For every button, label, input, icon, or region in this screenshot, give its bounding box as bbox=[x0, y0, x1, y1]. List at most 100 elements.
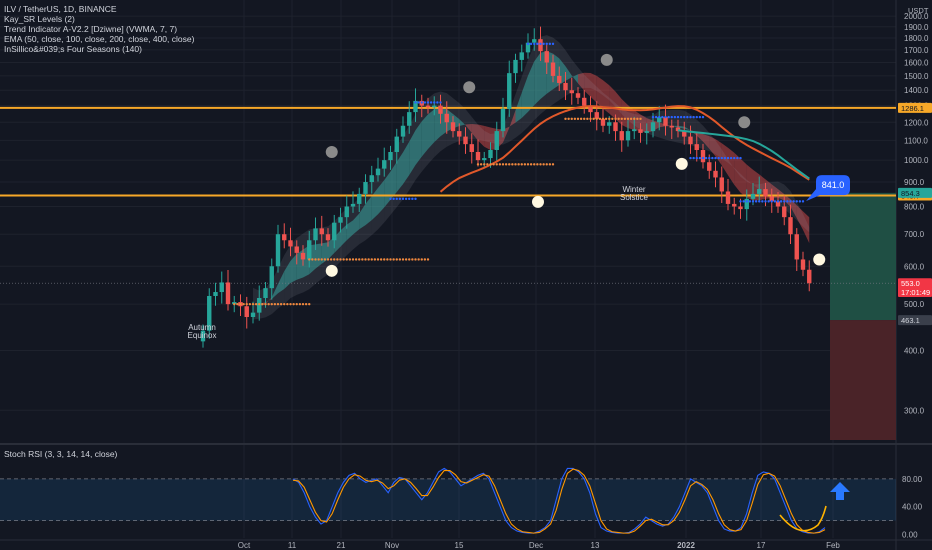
season-dot bbox=[639, 117, 642, 121]
ema-line bbox=[439, 105, 810, 193]
indicator-label[interactable]: Kay_SR Levels (2) bbox=[4, 14, 75, 24]
season-dot bbox=[361, 258, 364, 261]
ribbon-segment bbox=[403, 141, 410, 185]
season-dot bbox=[289, 302, 292, 306]
season-dot bbox=[570, 117, 573, 121]
ribbon-segment bbox=[509, 110, 516, 128]
time-axis[interactable]: Oct 11 21 Nov 15 Dec 13 2022 17 Feb bbox=[238, 541, 841, 550]
indicator-label[interactable]: EMA (50, close, 100, close, 200, close, … bbox=[4, 34, 195, 44]
season-dot bbox=[392, 197, 395, 201]
full-moon-icon bbox=[325, 264, 338, 277]
price-tick-label: 1800.0 bbox=[904, 34, 929, 43]
ribbon-segment bbox=[528, 61, 535, 112]
ribbon-segment bbox=[390, 161, 397, 200]
price-tick-label: 1600.0 bbox=[904, 58, 929, 67]
season-dot bbox=[620, 117, 623, 121]
season-dot bbox=[517, 163, 520, 166]
season-dot bbox=[386, 258, 389, 261]
rsi-tick-label: 80.00 bbox=[902, 475, 923, 484]
season-dot bbox=[676, 115, 680, 119]
season-dot bbox=[501, 163, 505, 166]
season-dot bbox=[476, 163, 480, 166]
season-dot bbox=[398, 197, 402, 201]
season-dot bbox=[748, 200, 752, 203]
candle-body bbox=[663, 117, 668, 126]
candle-body bbox=[732, 203, 737, 207]
season-dot bbox=[492, 163, 495, 166]
season-label: Solstice bbox=[620, 193, 649, 202]
ribbon-segment bbox=[365, 195, 372, 226]
season-dot bbox=[389, 258, 392, 261]
season-dot bbox=[573, 117, 577, 121]
time-tick-label: Oct bbox=[238, 541, 251, 550]
symbol-title[interactable]: ILV / TetherUS, 1D, BINANCE bbox=[4, 4, 117, 14]
indicator-label[interactable]: InSillico&#039;s Four Seasons (140) bbox=[4, 44, 142, 54]
ribbon-halo bbox=[803, 213, 810, 233]
ribbon-halo bbox=[596, 86, 603, 96]
candle-body bbox=[794, 234, 799, 260]
season-dot bbox=[567, 117, 570, 121]
candle-body bbox=[225, 282, 231, 305]
season-dot bbox=[564, 117, 567, 121]
candle-body bbox=[632, 129, 637, 132]
ribbon-halo bbox=[465, 109, 472, 140]
ema-lines bbox=[439, 105, 810, 193]
ribbon-halo bbox=[571, 59, 578, 93]
ribbon-segment bbox=[796, 205, 803, 230]
season-dot bbox=[514, 163, 517, 166]
candle-body bbox=[688, 136, 693, 145]
ribbon-segment bbox=[578, 72, 585, 91]
ribbon-segment bbox=[459, 119, 466, 127]
season-dot bbox=[317, 258, 320, 261]
candle-body bbox=[507, 73, 512, 109]
rsi-title[interactable]: Stoch RSI (3, 3, 14, 14, close) bbox=[4, 449, 118, 459]
ribbon-halo bbox=[278, 255, 285, 309]
season-dot bbox=[504, 163, 508, 166]
candle-body bbox=[207, 295, 212, 331]
candle-body bbox=[788, 217, 793, 235]
price-tick-label: 900.0 bbox=[904, 178, 925, 187]
price-axis[interactable]: 2000.0 1900.0 1800.0 1700.0 1600.0 1500.0 1400… bbox=[904, 6, 929, 415]
season-dot bbox=[295, 302, 298, 306]
ribbon-halo bbox=[590, 80, 597, 91]
candle-body bbox=[644, 131, 649, 133]
season-dot bbox=[339, 258, 342, 261]
ribbon-halo bbox=[421, 98, 428, 172]
price-tick-label: 2000.0 bbox=[904, 12, 929, 21]
season-dot bbox=[720, 156, 723, 160]
ribbon-segment bbox=[384, 171, 391, 208]
full-moon-icon bbox=[675, 157, 688, 170]
ribbon-segment bbox=[359, 203, 366, 230]
time-tick-label: 21 bbox=[337, 541, 346, 550]
candle-body bbox=[675, 127, 681, 132]
season-dot bbox=[636, 117, 639, 121]
indicator-label[interactable]: Trend Indicator A-V2.2 [Dziwne] (VWMA, 7… bbox=[4, 24, 178, 34]
full-moon-icon bbox=[738, 116, 751, 129]
ribbon-segment bbox=[340, 224, 347, 247]
currency-label: USDT bbox=[908, 6, 929, 15]
ribbon-halo bbox=[559, 42, 566, 101]
price-tick-label: 1200.0 bbox=[904, 118, 929, 127]
price-label-bg bbox=[898, 187, 932, 198]
season-dot bbox=[661, 115, 664, 119]
season-dot bbox=[583, 117, 586, 121]
candle-body bbox=[700, 150, 706, 163]
season-dot bbox=[539, 163, 542, 166]
season-dot bbox=[423, 258, 427, 261]
ribbon-segment bbox=[621, 99, 628, 129]
candle-body bbox=[363, 182, 368, 194]
season-dot bbox=[592, 117, 595, 121]
ribbon-segment bbox=[678, 125, 685, 129]
season-dot bbox=[395, 258, 398, 261]
ribbon-halo bbox=[753, 184, 760, 190]
candle-body bbox=[807, 269, 812, 284]
season-dot bbox=[279, 302, 283, 306]
season-dot bbox=[723, 156, 727, 160]
rsi-line bbox=[292, 468, 826, 534]
candle-body bbox=[625, 131, 631, 141]
candle-body bbox=[457, 131, 462, 137]
ribbon-halo bbox=[553, 37, 560, 105]
ribbon-halo bbox=[721, 149, 728, 163]
price-callout[interactable]: 841.0 bbox=[806, 175, 850, 202]
